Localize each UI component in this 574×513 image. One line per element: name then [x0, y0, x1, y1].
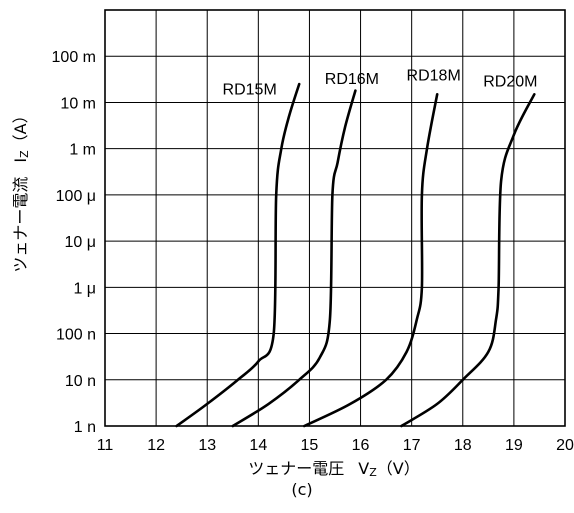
x-axis-ticks: 11 12 13 14 15 16 17 18 19 20 [97, 437, 574, 454]
x-tick-label: 15 [301, 437, 319, 454]
curves [175, 82, 536, 428]
y-tick-label: 100 m [52, 49, 96, 66]
x-tick-label: 13 [198, 437, 216, 454]
y-tick-label: 100 μ [56, 188, 96, 205]
curve-rd15m [175, 82, 301, 428]
x-tick-label: 14 [249, 437, 267, 454]
x-tick-label: 20 [556, 437, 574, 454]
y-tick-label: 10 m [60, 95, 96, 112]
y-axis-ticks: 1 n 10 n 100 n 1 μ 10 μ 100 μ 1 m 10 m 100 m [52, 49, 96, 436]
x-tick-label: 18 [454, 437, 472, 454]
x-axis-label: ツェナー電圧 VZ（V） [248, 459, 419, 479]
y-tick-label: 10 μ [65, 234, 96, 251]
x-tick-label: 19 [505, 437, 523, 454]
x-tick-label: 16 [352, 437, 370, 454]
curve-label-rd15m: RD15M [223, 81, 277, 98]
x-tick-label: 12 [147, 437, 165, 454]
y-tick-label: 1 μ [73, 280, 96, 297]
y-tick-label: 1 n [74, 419, 96, 436]
y-tick-label: 10 n [65, 373, 96, 390]
curve-label-rd20m: RD20M [483, 74, 537, 91]
y-tick-label: 1 m [69, 142, 96, 159]
plot-frame [104, 9, 566, 427]
curve-label-rd16m: RD16M [325, 71, 379, 88]
x-tick-label: 11 [97, 437, 114, 454]
y-axis-label: ツェナー電流IZ（A） [11, 107, 31, 272]
y-tick-label: 100 n [56, 327, 96, 344]
curve-rd20m [400, 93, 536, 428]
curve-label-rd18m: RD18M [407, 67, 461, 84]
curve-rd16m [231, 89, 357, 428]
caption: (c) [291, 480, 312, 499]
curve-rd18m [303, 93, 439, 428]
curve-labels: RD15M RD16M RD18M RD20M [223, 67, 538, 98]
x-tick-label: 17 [403, 437, 421, 454]
